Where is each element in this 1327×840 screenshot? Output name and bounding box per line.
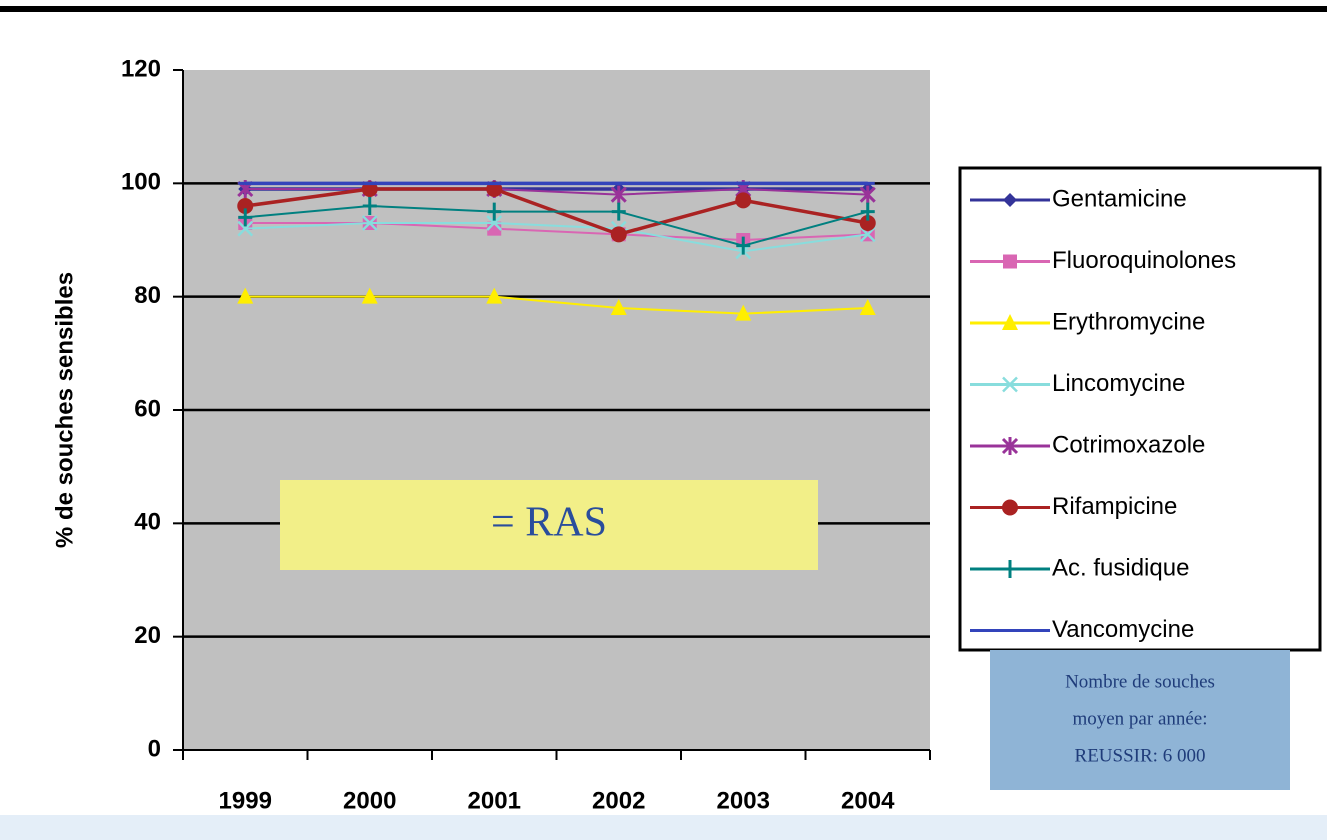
marker (237, 198, 254, 214)
marker (238, 208, 253, 227)
legend-label: Erythromycine (1052, 308, 1205, 335)
annotation: = RAS (491, 500, 607, 546)
legend-label: Gentamicine (1052, 185, 1187, 212)
annotation-box (280, 480, 818, 570)
x-tick-label: 2000 (343, 787, 396, 814)
marker (611, 202, 626, 221)
top-rule (0, 6, 1327, 12)
marker (1002, 314, 1018, 330)
marker (611, 181, 626, 185)
marker (1002, 499, 1018, 516)
x-tick-label: 2003 (717, 787, 770, 814)
marker (859, 299, 876, 315)
y-tick-label: 0 (148, 735, 161, 762)
marker (487, 181, 502, 185)
marker (735, 192, 752, 209)
marker (736, 236, 751, 255)
legend-label: Rifampicine (1052, 493, 1177, 520)
marker (610, 185, 627, 204)
y-axis-label: % de souches sensibles (51, 272, 78, 548)
marker (735, 304, 752, 321)
marker (610, 299, 627, 315)
x-tick-label: 2001 (468, 787, 521, 814)
note: Nombre de souches (1065, 671, 1215, 692)
marker (361, 287, 378, 304)
marker (610, 226, 627, 243)
series-line (245, 187, 868, 196)
marker (860, 202, 875, 221)
y-tick-label: 120 (121, 55, 161, 82)
legend-label: Ac. fusidique (1052, 554, 1189, 581)
marker (1001, 437, 1019, 455)
marker (1003, 193, 1017, 207)
legend-label: Fluoroquinolones (1052, 247, 1236, 274)
marker (1003, 560, 1017, 578)
x-tick-label: 2004 (841, 787, 895, 814)
legend-entries: Gentamicine Fluoroquinolones Erythromycine… (970, 185, 1236, 643)
legend-label: Vancomycine (1052, 616, 1194, 643)
legend-label: Cotrimoxazole (1052, 431, 1205, 458)
x-tick-label: 1999 (219, 787, 272, 814)
x-tick-label: 2002 (592, 787, 645, 814)
bottom-strip (0, 815, 1327, 840)
marker (859, 215, 876, 231)
series (237, 180, 876, 321)
note-box (990, 650, 1290, 790)
legend-label: Lincomycine (1052, 370, 1185, 397)
marker (486, 215, 503, 231)
y-tick-label: 80 (134, 282, 161, 309)
y-tick-label: 60 (134, 395, 161, 422)
marker (237, 287, 254, 304)
y-tick-label: 100 (121, 169, 161, 196)
marker (1003, 254, 1017, 269)
marker (362, 197, 377, 215)
marker (1002, 376, 1018, 393)
marker (362, 181, 377, 185)
marker (238, 181, 253, 185)
marker (860, 181, 875, 185)
marker (859, 185, 876, 204)
y-tick-label: 40 (134, 509, 161, 536)
series-line (245, 295, 868, 315)
note: moyen par année: (1072, 708, 1207, 729)
series-line (245, 222, 868, 253)
marker (1003, 629, 1017, 632)
marker (361, 215, 378, 231)
marker (486, 287, 503, 304)
marker (487, 202, 502, 221)
y-tick-label: 20 (134, 622, 161, 649)
marker (859, 226, 876, 243)
note: REUSSIR: 6 000 (1075, 745, 1206, 766)
series-line (245, 204, 869, 247)
marker (736, 181, 751, 185)
marker (237, 220, 254, 237)
